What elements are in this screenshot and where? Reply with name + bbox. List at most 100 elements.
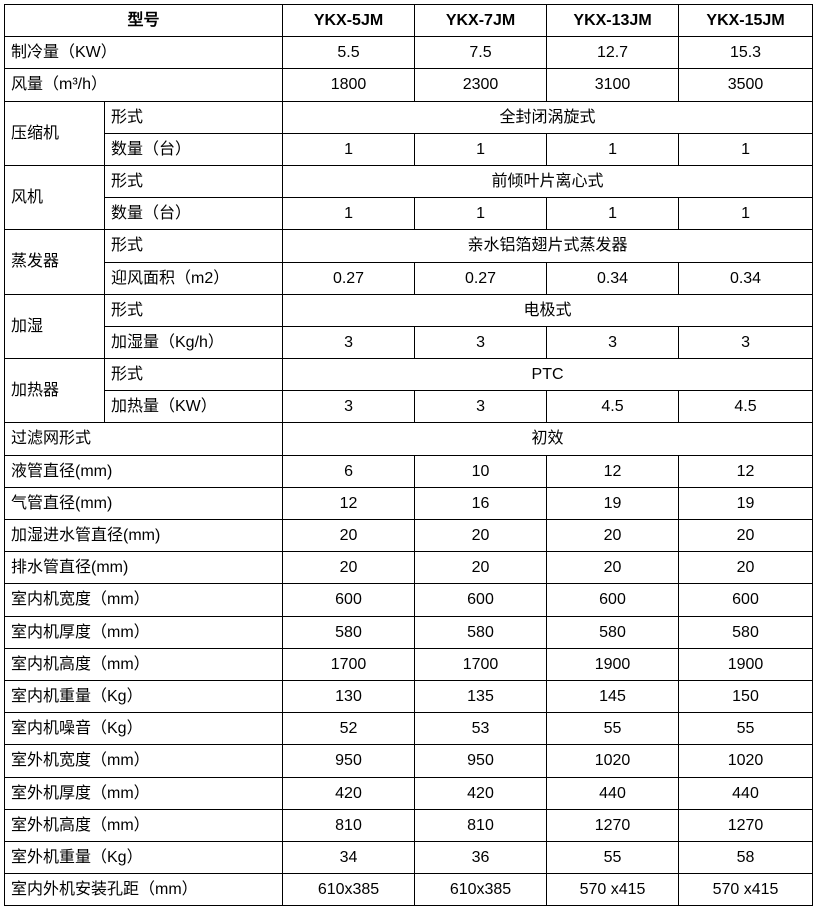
cell-value: 2300 [415, 69, 547, 101]
cell-value: 440 [547, 777, 679, 809]
row-label: 排水管直径(mm) [5, 552, 283, 584]
cell-value: 20 [415, 520, 547, 552]
row-label: 室外机厚度（mm） [5, 777, 283, 809]
table-row: 迎风面积（m2）0.270.270.340.34 [5, 262, 813, 294]
table-row: 风量（m³/h）1800230031003500 [5, 69, 813, 101]
table-row: 加湿进水管直径(mm)20202020 [5, 520, 813, 552]
cell-value: 3 [283, 326, 415, 358]
table-row: 室外机重量（Kg）34365558 [5, 841, 813, 873]
row-label: 过滤网形式 [5, 423, 283, 455]
cell-value: 145 [547, 680, 679, 712]
cell-value: 580 [415, 616, 547, 648]
cell-value: 15.3 [679, 37, 813, 69]
cell-value: 1 [547, 133, 679, 165]
table-row: 液管直径(mm)6101212 [5, 455, 813, 487]
cell-value: 1 [415, 198, 547, 230]
cell-value: 16 [415, 487, 547, 519]
cell-value: 420 [283, 777, 415, 809]
cell-value: 4.5 [547, 391, 679, 423]
sub-label: 形式 [105, 359, 283, 391]
row-label: 气管直径(mm) [5, 487, 283, 519]
cell-value: 0.34 [547, 262, 679, 294]
row-label: 室内机厚度（mm） [5, 616, 283, 648]
cell-value: 1 [679, 198, 813, 230]
cell-value: 570 x415 [547, 874, 679, 906]
table-row: 室内机厚度（mm）580580580580 [5, 616, 813, 648]
cell-value: 1700 [283, 648, 415, 680]
cell-value: 55 [547, 841, 679, 873]
cell-value: 36 [415, 841, 547, 873]
sub-label: 形式 [105, 165, 283, 197]
cell-value: 34 [283, 841, 415, 873]
cell-value: 1900 [547, 648, 679, 680]
row-label: 室外机重量（Kg） [5, 841, 283, 873]
table-row: 排水管直径(mm)20202020 [5, 552, 813, 584]
table-row: 过滤网形式初效 [5, 423, 813, 455]
span-value: 前倾叶片离心式 [283, 165, 813, 197]
row-label: 室内外机安装孔距（mm） [5, 874, 283, 906]
span-value: 全封闭涡旋式 [283, 101, 813, 133]
table-row: 室内机高度（mm）1700170019001900 [5, 648, 813, 680]
cell-value: 3 [679, 326, 813, 358]
row-label: 风量（m³/h） [5, 69, 283, 101]
cell-value: 0.34 [679, 262, 813, 294]
cell-value: 0.27 [283, 262, 415, 294]
cell-value: 1020 [679, 745, 813, 777]
sub-label: 加湿量（Kg/h） [105, 326, 283, 358]
table-row: 室内机噪音（Kg）52535555 [5, 713, 813, 745]
cell-value: 20 [283, 552, 415, 584]
sub-label: 加热量（KW） [105, 391, 283, 423]
group-label: 蒸发器 [5, 230, 105, 294]
cell-value: 130 [283, 680, 415, 712]
cell-value: 1270 [679, 809, 813, 841]
header-model: YKX-15JM [679, 5, 813, 37]
cell-value: 55 [679, 713, 813, 745]
cell-value: 610x385 [283, 874, 415, 906]
row-label: 液管直径(mm) [5, 455, 283, 487]
cell-value: 3 [283, 391, 415, 423]
cell-value: 150 [679, 680, 813, 712]
group-label: 风机 [5, 165, 105, 229]
row-label: 室内机宽度（mm） [5, 584, 283, 616]
spec-table: 型号YKX-5JMYKX-7JMYKX-13JMYKX-15JM制冷量（KW）5… [4, 4, 813, 906]
cell-value: 600 [283, 584, 415, 616]
cell-value: 1 [679, 133, 813, 165]
table-row: 加热量（KW）334.54.5 [5, 391, 813, 423]
cell-value: 1 [283, 133, 415, 165]
table-row: 加湿形式电极式 [5, 294, 813, 326]
span-value: 初效 [283, 423, 813, 455]
cell-value: 12 [679, 455, 813, 487]
row-label: 加湿进水管直径(mm) [5, 520, 283, 552]
cell-value: 1 [415, 133, 547, 165]
cell-value: 20 [679, 552, 813, 584]
cell-value: 12.7 [547, 37, 679, 69]
table-row: 室内机重量（Kg）130135145150 [5, 680, 813, 712]
sub-label: 形式 [105, 230, 283, 262]
cell-value: 3 [415, 326, 547, 358]
cell-value: 570 x415 [679, 874, 813, 906]
row-label: 室内机噪音（Kg） [5, 713, 283, 745]
row-label: 室内机高度（mm） [5, 648, 283, 680]
cell-value: 58 [679, 841, 813, 873]
cell-value: 1 [547, 198, 679, 230]
row-label: 室内机重量（Kg） [5, 680, 283, 712]
cell-value: 5.5 [283, 37, 415, 69]
table-row: 室外机高度（mm）81081012701270 [5, 809, 813, 841]
table-row: 室外机宽度（mm）95095010201020 [5, 745, 813, 777]
group-label: 压缩机 [5, 101, 105, 165]
cell-value: 20 [679, 520, 813, 552]
cell-value: 135 [415, 680, 547, 712]
cell-value: 3 [415, 391, 547, 423]
cell-value: 810 [415, 809, 547, 841]
header-label: 型号 [5, 5, 283, 37]
cell-value: 20 [415, 552, 547, 584]
cell-value: 19 [547, 487, 679, 519]
row-label: 室外机宽度（mm） [5, 745, 283, 777]
sub-label: 形式 [105, 101, 283, 133]
cell-value: 580 [283, 616, 415, 648]
sub-label: 迎风面积（m2） [105, 262, 283, 294]
cell-value: 20 [547, 520, 679, 552]
cell-value: 10 [415, 455, 547, 487]
cell-value: 4.5 [679, 391, 813, 423]
cell-value: 52 [283, 713, 415, 745]
